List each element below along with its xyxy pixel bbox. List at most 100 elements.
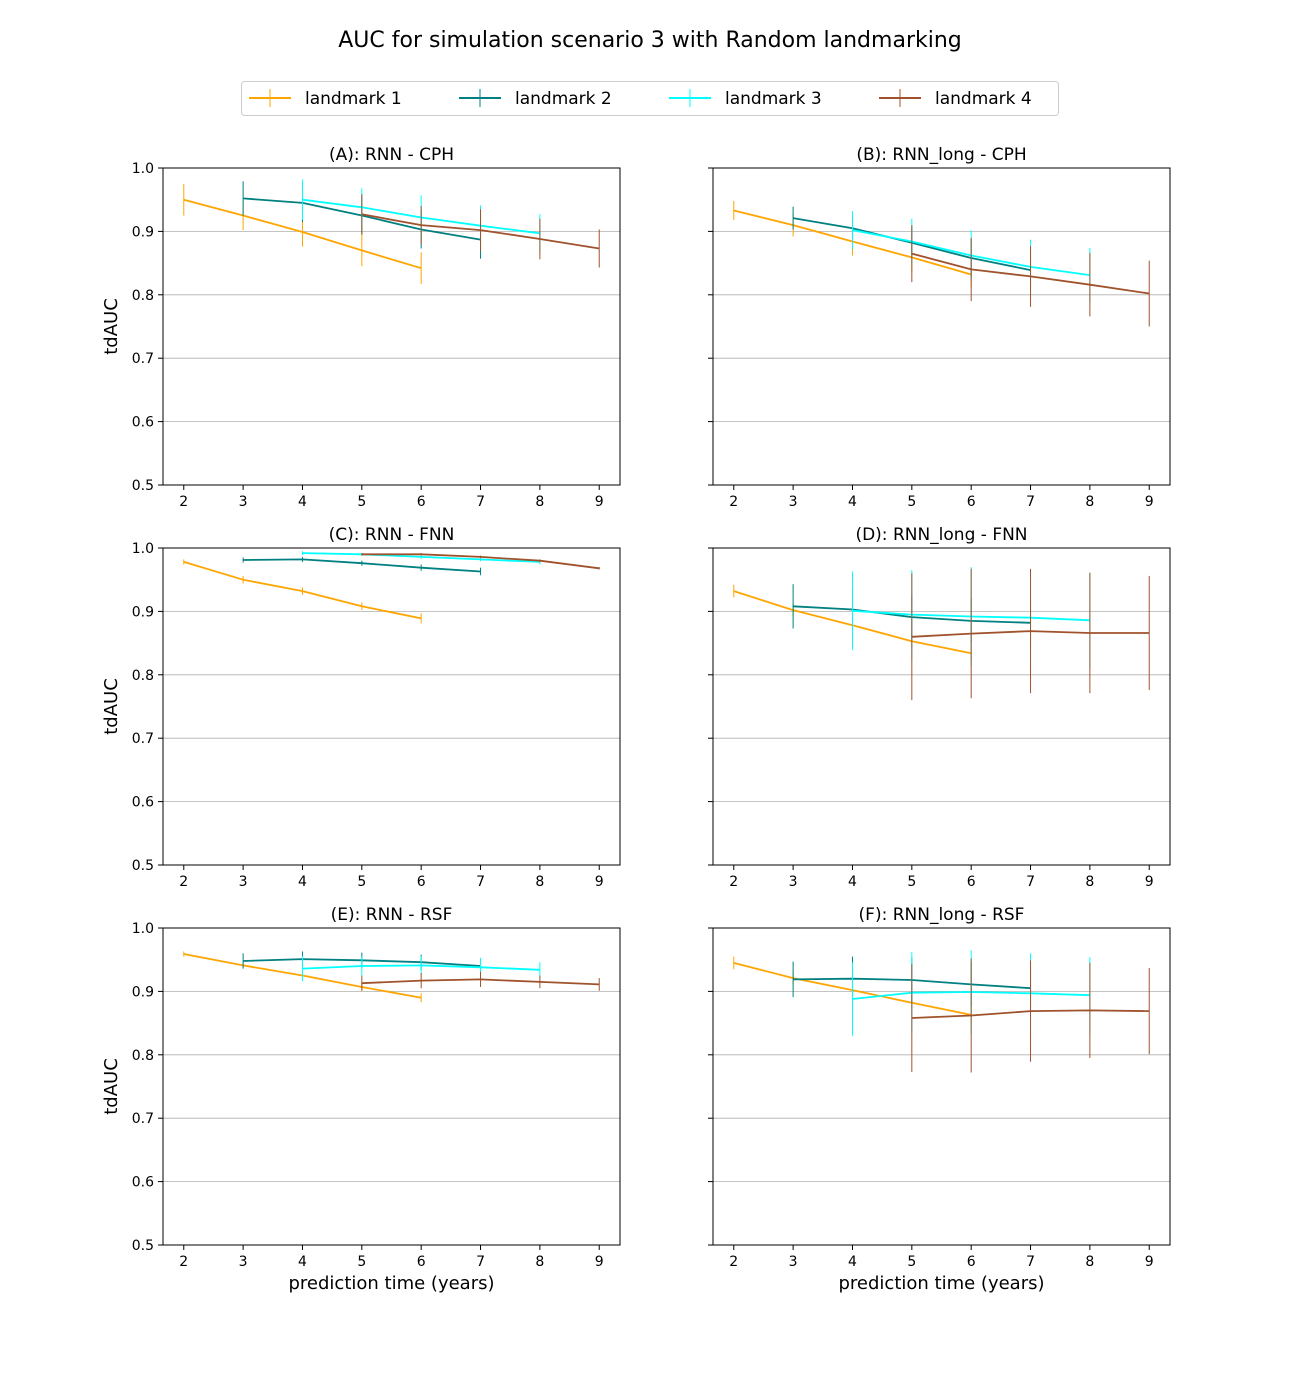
y-tick-label: 1.0: [132, 921, 154, 937]
y-tick-label: 0.7: [132, 731, 154, 747]
x-tick-label: 5: [357, 874, 366, 890]
x-tick-label: 6: [967, 1254, 976, 1270]
series-landmark-4: [911, 568, 1150, 701]
y-tick-label: 0.6: [132, 795, 154, 811]
subplot-title: (E): RNN - RSF: [331, 905, 453, 925]
y-tick-label: 0.5: [132, 858, 154, 874]
series-landmark-4: [361, 553, 600, 570]
subplot-c: (C): RNN - FNN 0.5 0.6 0.7 0.8 0.9 1.0 2 3 4 5 6 7 8 9…: [101, 525, 621, 890]
x-tick-label: 6: [967, 494, 976, 510]
x-tick-label: 7: [476, 874, 485, 890]
y-tick-label: 0.8: [132, 668, 154, 684]
axes-frame: [162, 167, 621, 486]
x-tick-label: 9: [595, 874, 604, 890]
x-axis-label: prediction time (years): [839, 1273, 1045, 1294]
x-tick-label: 4: [848, 1254, 857, 1270]
x-tick-label: 3: [789, 494, 798, 510]
y-axis-label: tdAUC: [101, 678, 122, 735]
y-tick-label: 0.6: [132, 1175, 154, 1191]
x-tick-label: 4: [298, 494, 307, 510]
x-tick-label: 7: [1026, 874, 1035, 890]
y-tick-label: 0.8: [132, 1048, 154, 1064]
x-tick-label: 3: [789, 874, 798, 890]
subplot-title: (C): RNN - FNN: [329, 525, 455, 545]
series-landmark-2: [242, 556, 482, 576]
x-tick-label: 6: [417, 494, 426, 510]
series-landmark-4: [911, 958, 1150, 1073]
x-tick-label: 4: [848, 874, 857, 890]
x-tick-label: 8: [1085, 1254, 1094, 1270]
legend-label: landmark 1: [305, 89, 402, 109]
x-tick-label: 6: [417, 1254, 426, 1270]
x-tick-label: 8: [1085, 494, 1094, 510]
y-tick-label: 0.5: [132, 1238, 154, 1254]
x-tick-label: 7: [1026, 1254, 1035, 1270]
subplot-a: (A): RNN - CPH 0.5 0.6 0.7 0.8 0.9 1.0 2 3 4 5 6 7 8 9…: [101, 145, 621, 510]
y-tick-label: 1.0: [132, 541, 154, 557]
axes-frame: [162, 927, 621, 1246]
x-tick-label: 9: [1145, 494, 1154, 510]
x-tick-label: 6: [417, 874, 426, 890]
x-tick-label: 3: [239, 874, 248, 890]
x-tick-label: 5: [907, 874, 916, 890]
x-tick-label: 7: [476, 1254, 485, 1270]
subplot-f: (F): RNN_long - RSF 2 3 4 5 6 7 8 9 prediction ti…: [708, 905, 1171, 1294]
series-landmark-4: [911, 225, 1150, 327]
y-tick-label: 0.9: [132, 604, 154, 620]
y-axis-label: tdAUC: [101, 298, 122, 355]
x-tick-label: 9: [1145, 1254, 1154, 1270]
y-tick-label: 0.7: [132, 1111, 154, 1127]
legend-entry-3: landmark 3: [669, 89, 822, 109]
subplot-title: (B): RNN_long - CPH: [856, 145, 1026, 165]
x-tick-label: 5: [357, 1254, 366, 1270]
x-tick-label: 4: [298, 1254, 307, 1270]
axes-frame: [712, 167, 1171, 486]
legend-frame: [241, 81, 1059, 116]
x-tick-label: 8: [535, 1254, 544, 1270]
legend-entry-4: landmark 4: [879, 89, 1032, 109]
figure-title: AUC for simulation scenario 3 with Rando…: [338, 28, 962, 53]
y-tick-label: 0.9: [132, 224, 154, 240]
x-tick-label: 8: [1085, 874, 1094, 890]
axes-frame: [712, 927, 1171, 1246]
x-tick-label: 3: [239, 1254, 248, 1270]
x-axis-label: prediction time (years): [289, 1273, 495, 1294]
subplot-title: (A): RNN - CPH: [329, 145, 454, 165]
x-tick-label: 9: [1145, 874, 1154, 890]
x-tick-label: 2: [729, 1254, 738, 1270]
y-tick-label: 0.7: [132, 351, 154, 367]
y-tick-label: 0.8: [132, 288, 154, 304]
series-landmark-4: [361, 971, 600, 991]
x-tick-label: 4: [298, 874, 307, 890]
x-tick-label: 4: [848, 494, 857, 510]
subplot-e: (E): RNN - RSF 0.5 0.6 0.7 0.8 0.9 1.0 2 3 4 5 6 7 8 9…: [101, 905, 621, 1294]
x-tick-label: 2: [729, 494, 738, 510]
legend-entry-1: landmark 1: [249, 89, 402, 109]
x-tick-label: 7: [476, 494, 485, 510]
x-tick-label: 2: [179, 874, 188, 890]
axes-frame: [162, 547, 621, 866]
x-tick-label: 8: [535, 494, 544, 510]
subplot-d: (D): RNN_long - FNN 2 3 4 5 6 7 8 9: [708, 525, 1171, 890]
legend: landmark 1 landmark 2 landmark 3 landmark 4: [241, 81, 1059, 116]
x-tick-label: 9: [595, 1254, 604, 1270]
x-tick-label: 5: [357, 494, 366, 510]
x-tick-label: 3: [789, 1254, 798, 1270]
series-landmark-1: [183, 559, 422, 624]
y-tick-label: 1.0: [132, 161, 154, 177]
x-tick-label: 5: [907, 1254, 916, 1270]
x-tick-label: 2: [729, 874, 738, 890]
y-axis-label: tdAUC: [101, 1058, 122, 1115]
series-landmark-4: [361, 193, 600, 268]
x-tick-label: 7: [1026, 494, 1035, 510]
subplot-title: (D): RNN_long - FNN: [855, 525, 1027, 545]
x-tick-label: 2: [179, 494, 188, 510]
x-tick-label: 8: [535, 874, 544, 890]
x-tick-label: 2: [179, 1254, 188, 1270]
legend-label: landmark 3: [725, 89, 822, 109]
y-tick-label: 0.6: [132, 415, 154, 431]
subplot-title: (F): RNN_long - RSF: [859, 905, 1025, 925]
axes-frame: [712, 547, 1171, 866]
